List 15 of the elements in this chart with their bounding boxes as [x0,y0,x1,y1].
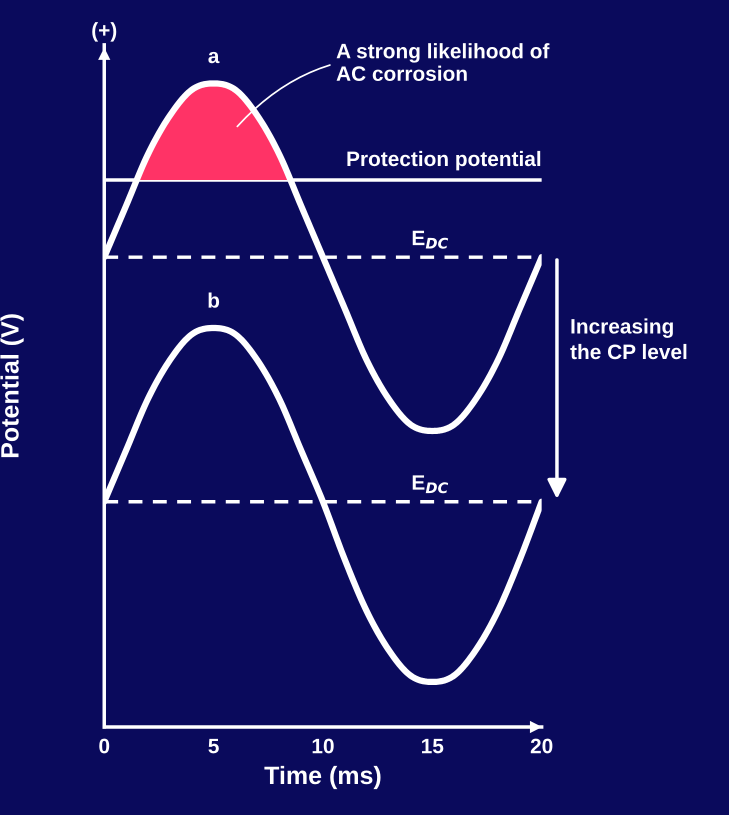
x-tick-label: 10 [312,738,334,754]
ref-line-label: E$_{DC}$ [412,230,448,249]
ref-line-label: E$_{DC}$ [412,475,448,494]
x-tick-label: 0 [99,738,110,754]
series-label: b [208,292,220,308]
x-tick-label: 5 [208,738,219,754]
ref-line-label: Protection potential [347,150,540,170]
x-tick-label: 15 [422,738,444,754]
x-tick-label: 20 [530,738,552,754]
text: (+) [92,22,116,42]
x-axis-title: Time (ms) [264,766,381,790]
text: A strong likelihood of AC corrosion [336,43,550,81]
y-axis-title: Potential (V) [0,314,24,458]
series-label: a [208,52,220,64]
text: Increasing the CP level [570,318,686,360]
